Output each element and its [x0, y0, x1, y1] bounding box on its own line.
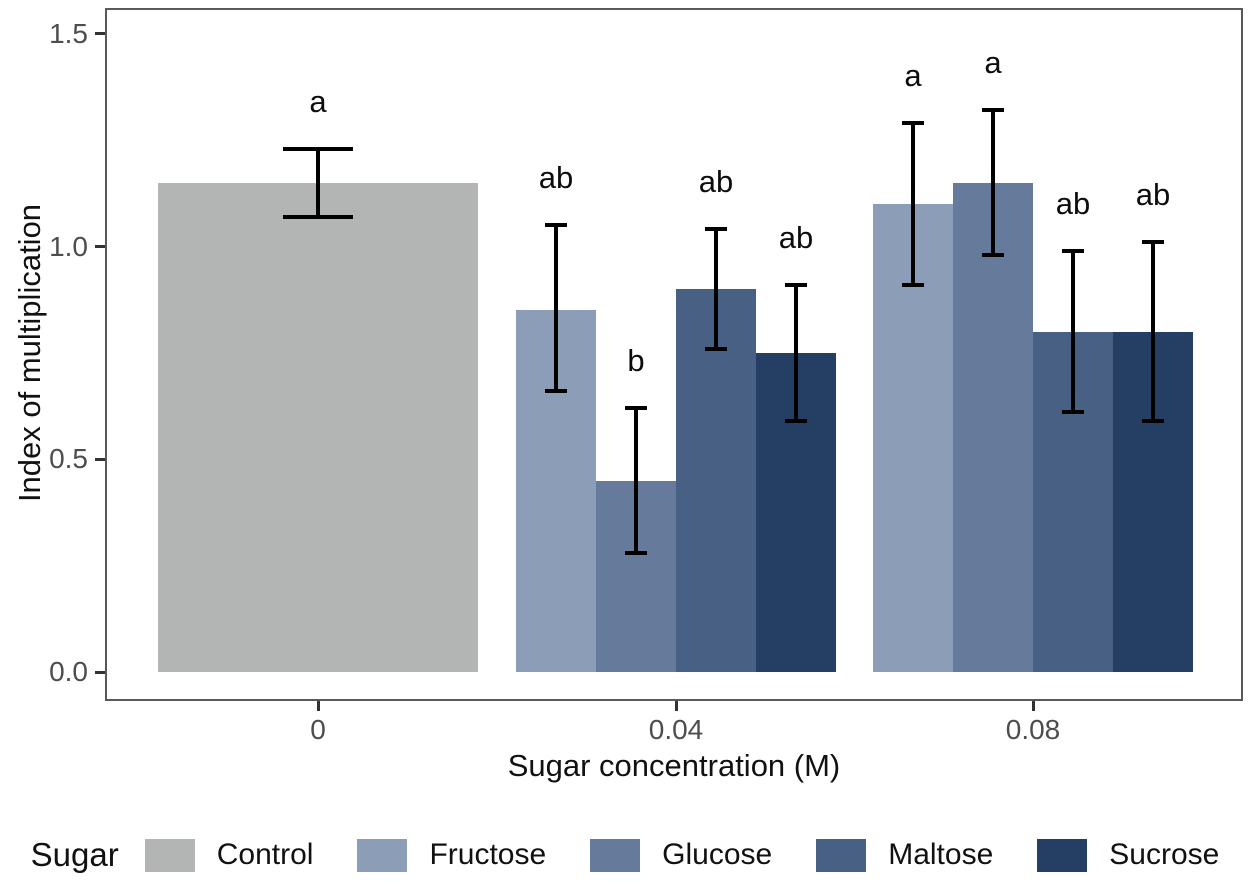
significance-letter: a: [904, 58, 922, 94]
significance-letter: a: [309, 83, 327, 119]
legend-item-fructose: Fructose: [357, 838, 546, 872]
y-axis-tick: [95, 245, 105, 248]
error-bar-line: [554, 225, 558, 392]
x-axis-tick: [674, 701, 678, 711]
legend-swatch-maltose: [816, 838, 867, 872]
error-bar-cap-bottom: [1142, 418, 1164, 423]
legend-label-sucrose: Sucrose: [1109, 838, 1220, 871]
bar-maltose-0.04: [676, 289, 756, 672]
y-axis-tick-label: 1.0: [49, 230, 88, 262]
error-bar-cap-top: [545, 223, 567, 228]
y-axis-tick: [95, 457, 105, 461]
y-axis-tick-label: 0.0: [49, 656, 88, 687]
x-axis-tick-label: 0: [310, 714, 326, 745]
legend-swatch-control: [144, 838, 195, 872]
error-bar-cap-bottom: [545, 389, 567, 394]
legend-label-control: Control: [216, 838, 314, 871]
significance-letter: b: [627, 343, 645, 379]
x-axis-tick: [1031, 701, 1035, 711]
error-bar-cap-top: [902, 121, 924, 126]
error-bar-line: [911, 123, 915, 285]
legend-swatch-glucose: [590, 838, 641, 872]
error-bar-line: [316, 148, 320, 217]
error-bar-cap-top: [1062, 248, 1084, 253]
significance-letter: ab: [538, 160, 574, 196]
bar-glucose-0.08: [953, 182, 1033, 672]
significance-letter: ab: [778, 219, 814, 255]
error-bar-line: [1151, 242, 1155, 421]
error-bar-cap-bottom: [982, 253, 1004, 257]
error-bar-cap-top: [1142, 240, 1164, 245]
significance-letter: ab: [1055, 185, 1091, 221]
error-bar-line: [634, 408, 638, 553]
y-axis-tick: [95, 670, 105, 674]
error-bar-cap-top: [705, 227, 727, 232]
error-bar-cap-top: [982, 108, 1004, 113]
error-bar-cap-bottom: [1062, 410, 1084, 415]
bar-control-0: [158, 182, 478, 672]
legend: Sugar Control Fructose Glucose Maltose Sucro…: [0, 830, 1250, 880]
x-axis-tick-label: 0.04: [648, 714, 704, 745]
y-axis-tick-label: 0.5: [49, 443, 88, 475]
legend-swatch-fructose: [357, 838, 408, 872]
y-axis-title: Index of multiplication: [12, 203, 47, 503]
error-bar-cap-bottom: [283, 214, 353, 219]
error-bar-cap-bottom: [902, 282, 924, 287]
error-bar-cap-top: [625, 406, 647, 411]
significance-letter: ab: [698, 164, 734, 200]
y-axis-tick-label: 1.5: [49, 17, 88, 49]
legend-item-sucrose: Sucrose: [1037, 838, 1219, 872]
legend-label-glucose: Glucose: [662, 838, 773, 871]
x-axis-tick: [316, 701, 320, 711]
x-axis-tick-label: 0.08: [1005, 714, 1061, 745]
significance-letter: a: [984, 45, 1002, 81]
legend-item-glucose: Glucose: [590, 838, 772, 872]
error-bar-cap-bottom: [705, 346, 727, 351]
y-axis-tick: [95, 32, 105, 36]
legend-title: Sugar: [30, 836, 119, 873]
error-bar-cap-bottom: [785, 418, 807, 423]
error-bar-line: [1071, 250, 1075, 413]
error-bar-line: [991, 110, 995, 255]
legend-label-maltose: Maltose: [888, 838, 994, 871]
error-bar-cap-bottom: [625, 550, 647, 555]
legend-item-control: Control: [144, 838, 314, 872]
legend-label-fructose: Fructose: [429, 838, 547, 871]
error-bar-cap-top: [283, 146, 353, 151]
error-bar-line: [794, 284, 798, 421]
error-bar-cap-top: [785, 282, 807, 287]
legend-item-maltose: Maltose: [816, 838, 993, 872]
x-axis-title: Sugar concentration (M): [507, 748, 841, 783]
legend-swatch-sucrose: [1037, 838, 1088, 872]
error-bar-line: [714, 229, 718, 349]
significance-letter: ab: [1135, 177, 1171, 213]
